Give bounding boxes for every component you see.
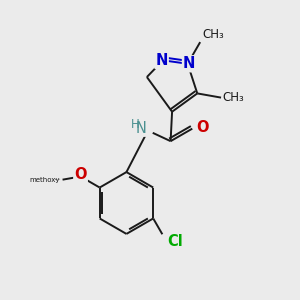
Text: N: N	[136, 121, 146, 136]
Text: methoxy: methoxy	[55, 178, 61, 180]
Text: CH₃: CH₃	[223, 91, 244, 104]
Text: CH₃: CH₃	[202, 28, 224, 41]
Text: N: N	[183, 56, 195, 71]
Text: Cl: Cl	[167, 234, 182, 249]
Text: methoxy: methoxy	[30, 177, 60, 183]
Text: N: N	[155, 53, 168, 68]
Text: H: H	[131, 118, 140, 130]
Text: O: O	[197, 120, 209, 135]
Text: O: O	[74, 167, 87, 182]
